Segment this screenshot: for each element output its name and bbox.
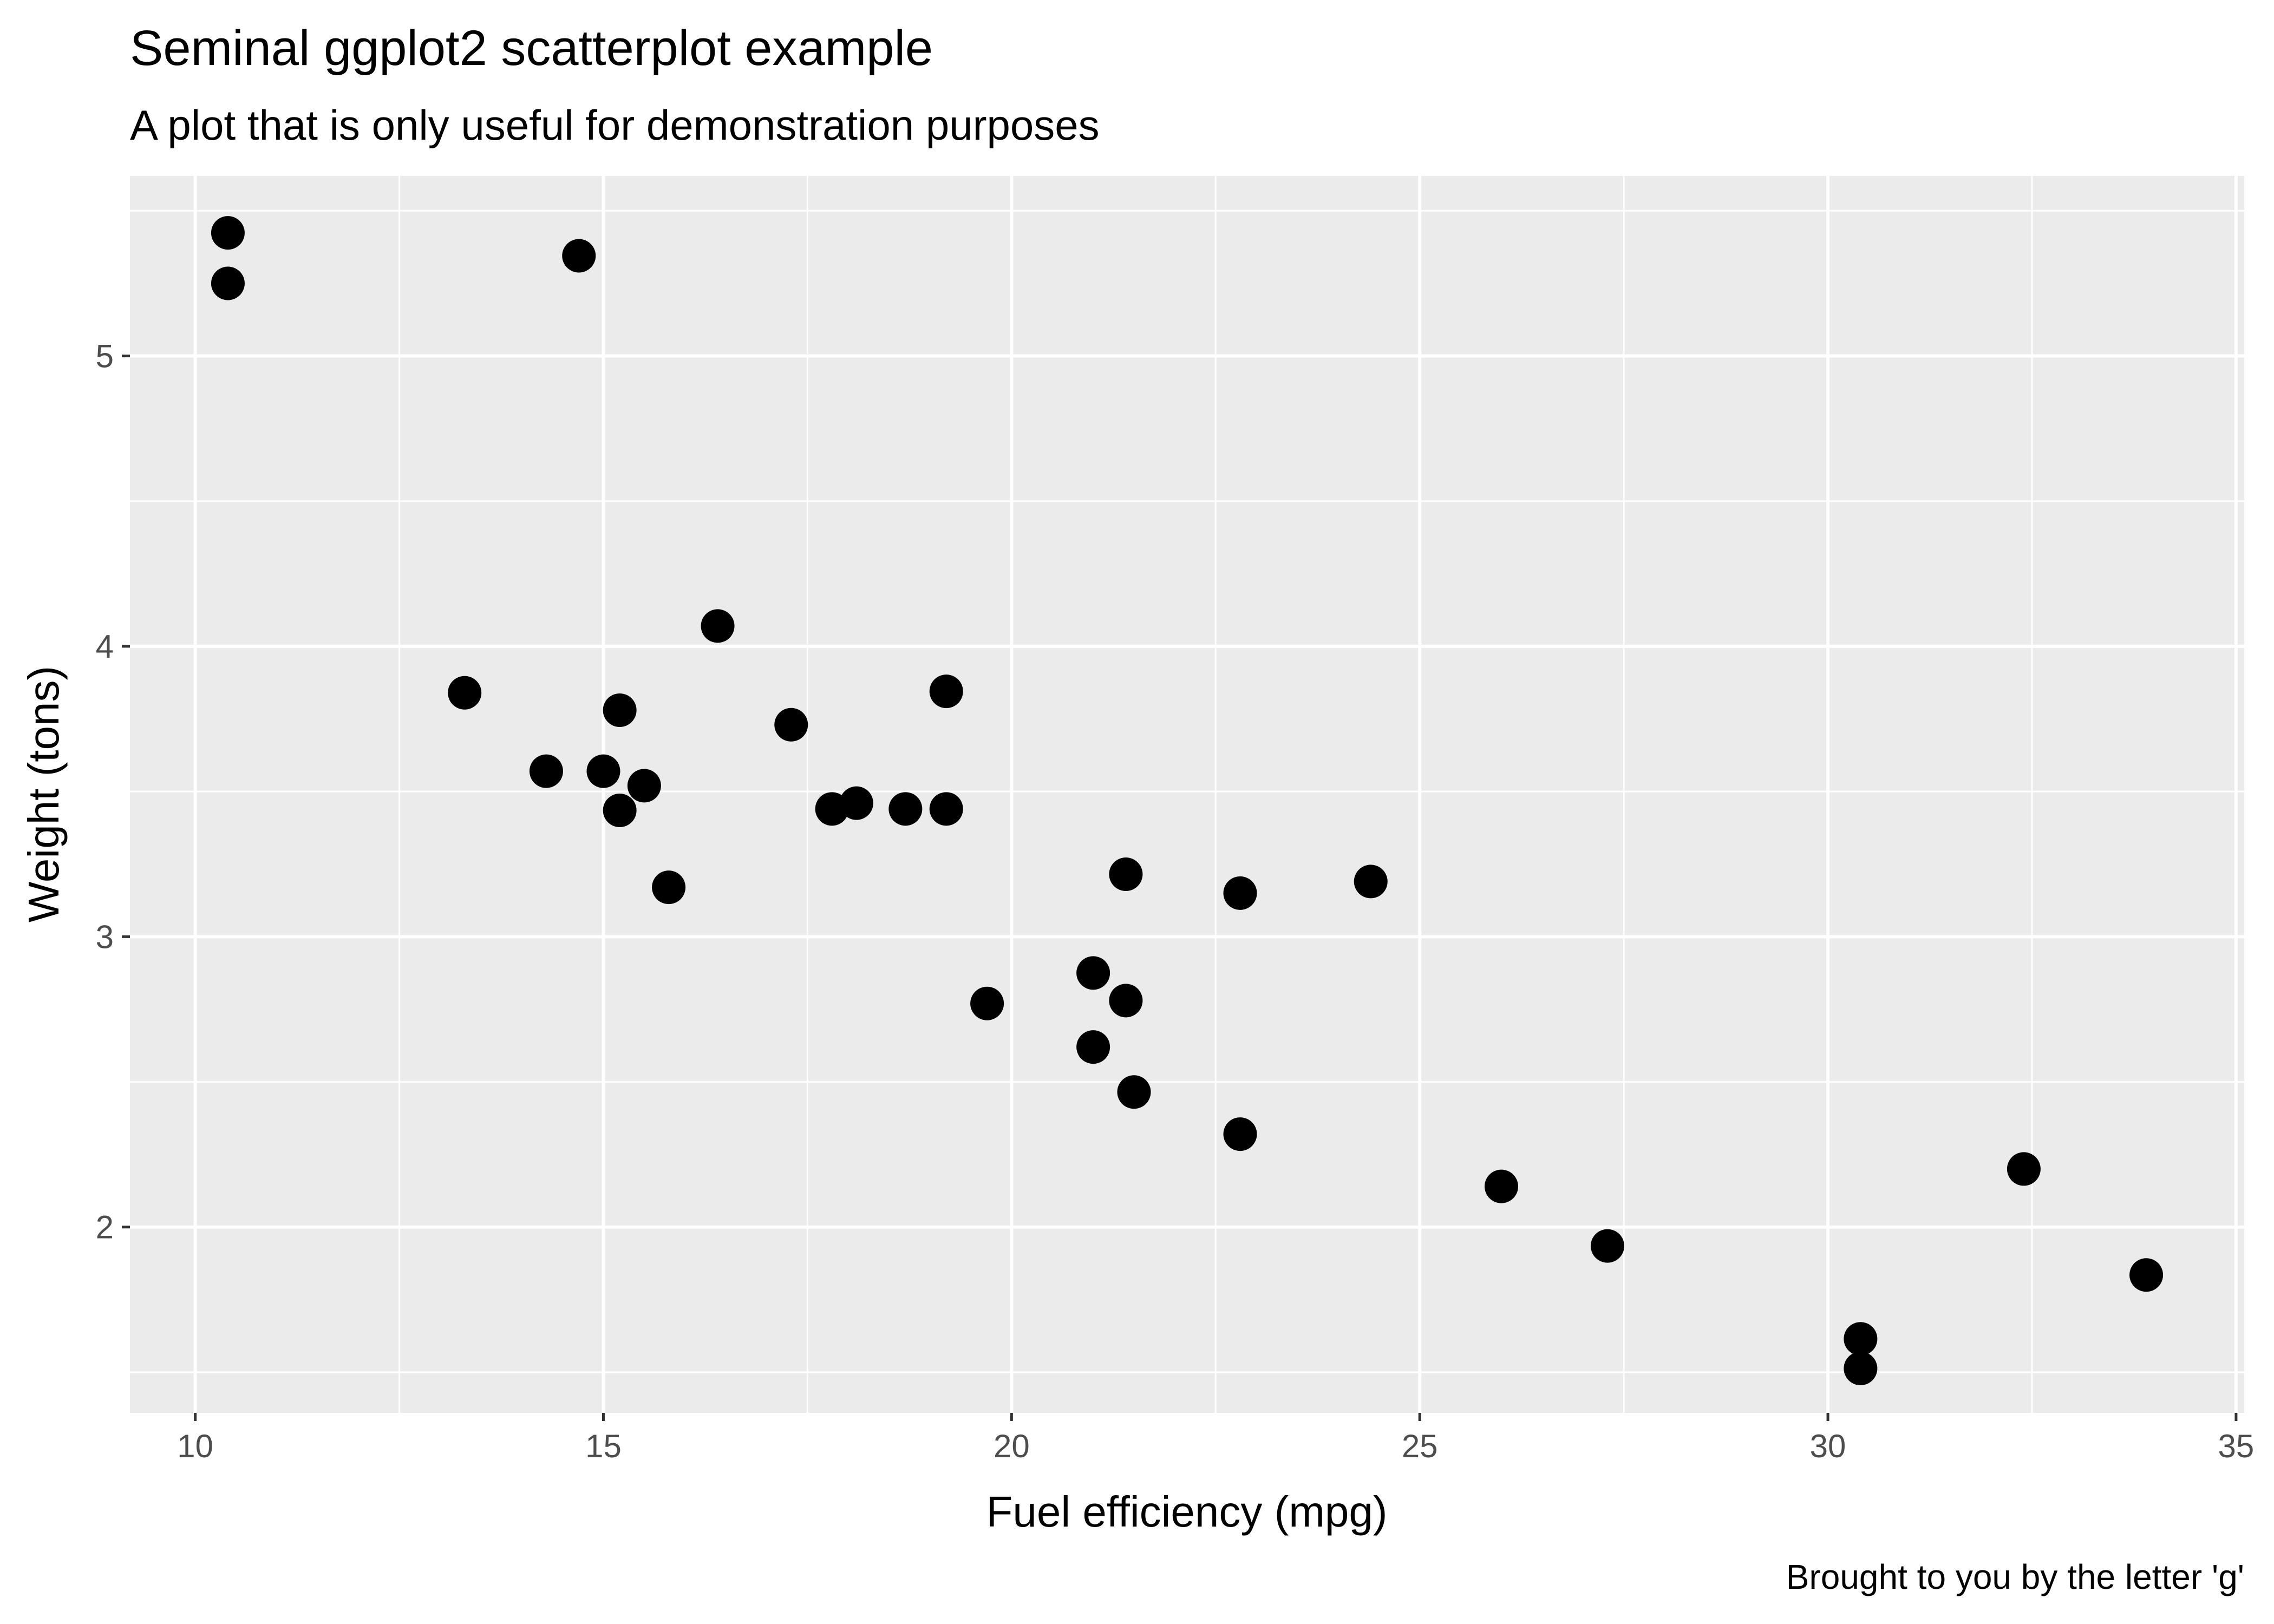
data-point [970, 986, 1004, 1020]
data-point [2007, 1152, 2041, 1186]
x-tick-label: 30 [1810, 1428, 1846, 1464]
y-tick-label: 2 [96, 1209, 114, 1246]
y-tick-label: 5 [96, 338, 114, 375]
data-point [1076, 956, 1110, 990]
y-tick-label: 3 [96, 919, 114, 955]
data-point [774, 708, 808, 742]
data-point [1109, 984, 1143, 1018]
data-point [1844, 1322, 1878, 1356]
y-tick-label: 4 [96, 628, 114, 665]
x-tick-label: 25 [1402, 1428, 1438, 1464]
data-point [603, 693, 637, 727]
major-gridlines [130, 176, 2244, 1413]
data-point [1109, 857, 1143, 892]
data-point [1844, 1351, 1878, 1385]
chart-title: Seminal ggplot2 scatterplot example [130, 21, 933, 76]
data-point [888, 792, 923, 826]
data-point [652, 870, 686, 905]
plot-panel [130, 176, 2244, 1413]
data-point [603, 794, 637, 828]
x-axis-ticks: 10 15 20 25 30 35 [177, 1413, 2254, 1464]
data-point [1223, 876, 1257, 910]
x-tick-label: 20 [994, 1428, 1030, 1464]
data-point [211, 216, 245, 250]
data-point [1076, 1030, 1110, 1064]
minor-gridlines [130, 176, 2244, 1413]
data-point [1484, 1169, 1518, 1203]
data-point [211, 266, 245, 300]
x-tick-label: 15 [585, 1428, 622, 1464]
data-point [627, 769, 661, 803]
data-point [448, 676, 482, 710]
data-point [2129, 1258, 2164, 1292]
data-point [815, 792, 849, 826]
x-axis-title: Fuel efficiency (mpg) [986, 1488, 1387, 1536]
y-axis-title: Weight (tons) [19, 666, 68, 922]
y-axis-ticks: 2 3 4 5 [96, 338, 130, 1246]
data-point [562, 239, 596, 273]
chart-caption: Brought to you by the letter 'g' [1786, 1557, 2244, 1596]
data-point [1117, 1075, 1151, 1109]
x-tick-label: 10 [177, 1428, 213, 1464]
data-point [586, 754, 620, 788]
chart-subtitle: A plot that is only useful for demonstra… [130, 101, 1100, 149]
data-point [1223, 1117, 1257, 1151]
data-point [1354, 865, 1388, 899]
data-point [929, 675, 963, 709]
data-points [211, 216, 2164, 1385]
data-point [1590, 1229, 1624, 1263]
data-point [701, 609, 735, 643]
data-point [529, 754, 563, 788]
x-tick-label: 35 [2218, 1428, 2255, 1464]
data-point [929, 792, 963, 826]
